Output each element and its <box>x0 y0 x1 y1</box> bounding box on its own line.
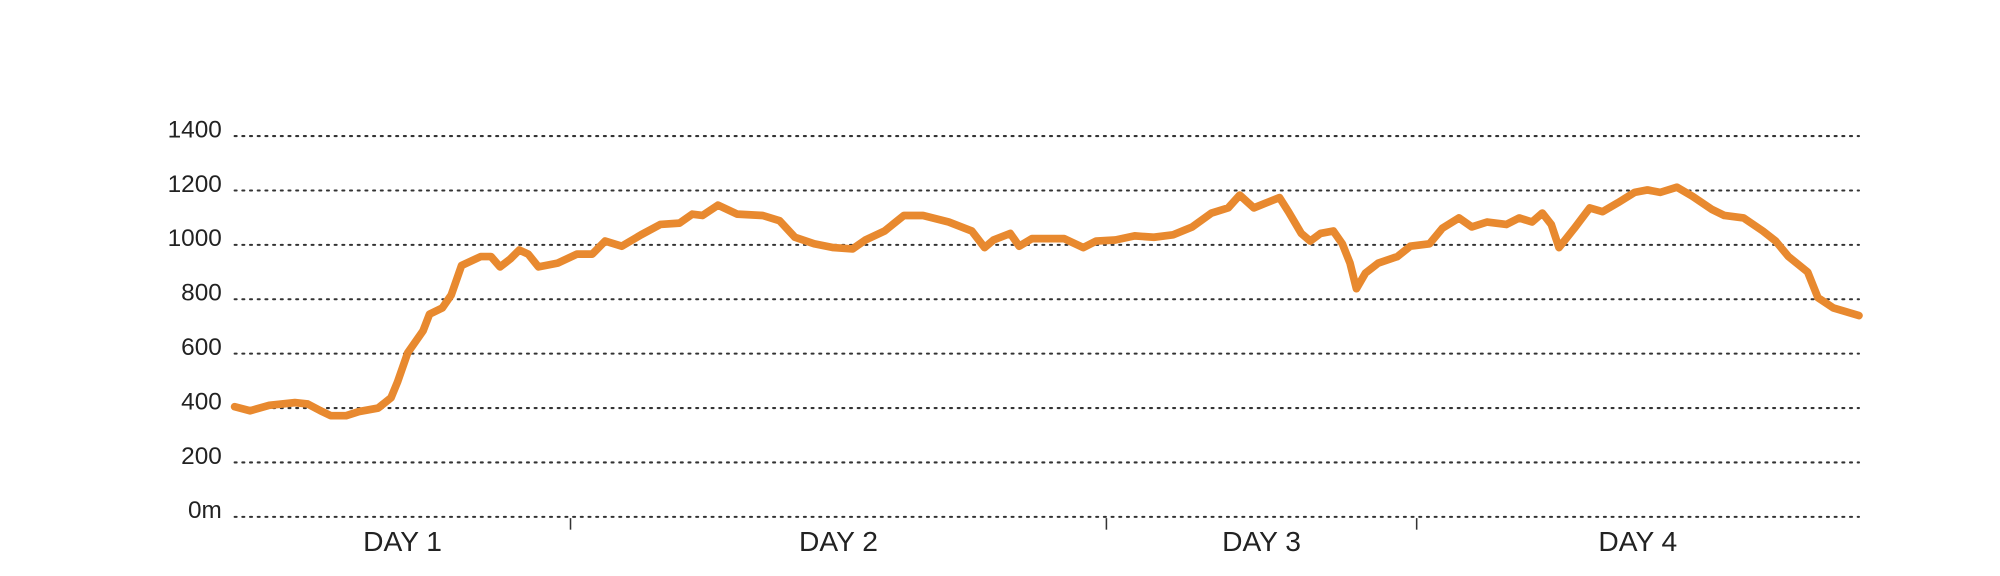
y-tick-label: 0m <box>188 497 222 524</box>
y-tick-label: 1000 <box>168 225 222 252</box>
day-label: DAY 4 <box>1598 525 1677 557</box>
y-tick-label: 400 <box>181 388 222 415</box>
y-tick-label: 800 <box>181 280 222 307</box>
day-label: DAY 3 <box>1222 525 1301 557</box>
day-label: DAY 2 <box>799 525 878 557</box>
elevation-line <box>230 183 1863 420</box>
day-label: DAY 1 <box>363 525 442 557</box>
y-tick-label: 600 <box>181 334 222 361</box>
y-tick-label: 1400 <box>168 116 222 143</box>
y-tick-label: 1200 <box>168 171 222 198</box>
y-tick-label: 200 <box>181 443 222 470</box>
